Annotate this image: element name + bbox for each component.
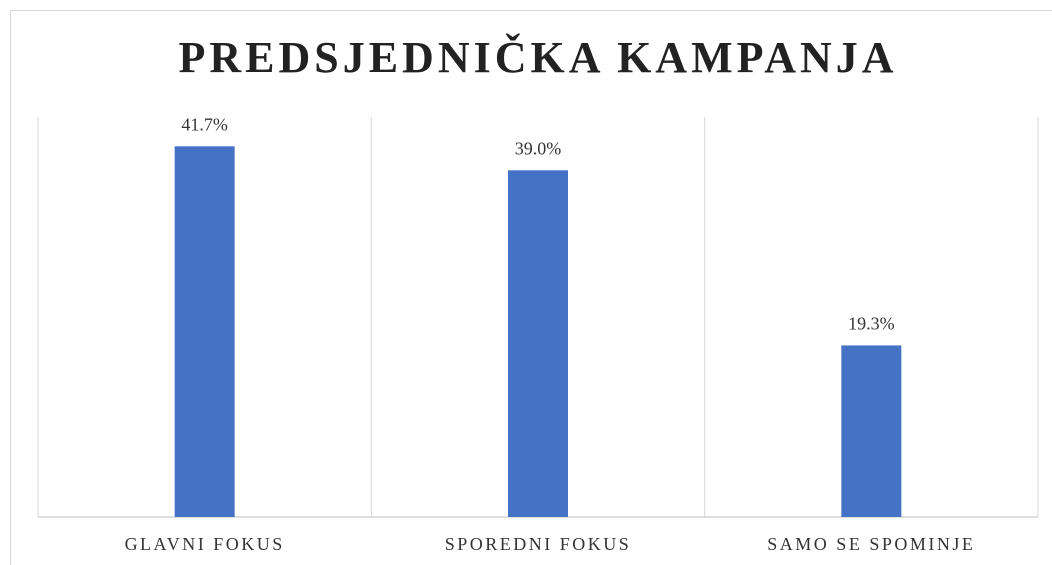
data-label: 41.7% <box>181 114 228 134</box>
bar <box>841 345 902 517</box>
x-tick-label: SAMO SE SPOMINJE <box>767 534 975 554</box>
x-tick-label: GLAVNI FOKUS <box>125 534 285 554</box>
chart-title: PREDSJEDNIČKA KAMPANJA <box>178 33 897 82</box>
data-label: 39.0% <box>515 138 562 158</box>
x-tick-label: SPOREDNI FOKUS <box>445 534 632 554</box>
bar <box>508 170 568 518</box>
bar <box>174 146 235 518</box>
data-label: 19.3% <box>848 314 895 334</box>
